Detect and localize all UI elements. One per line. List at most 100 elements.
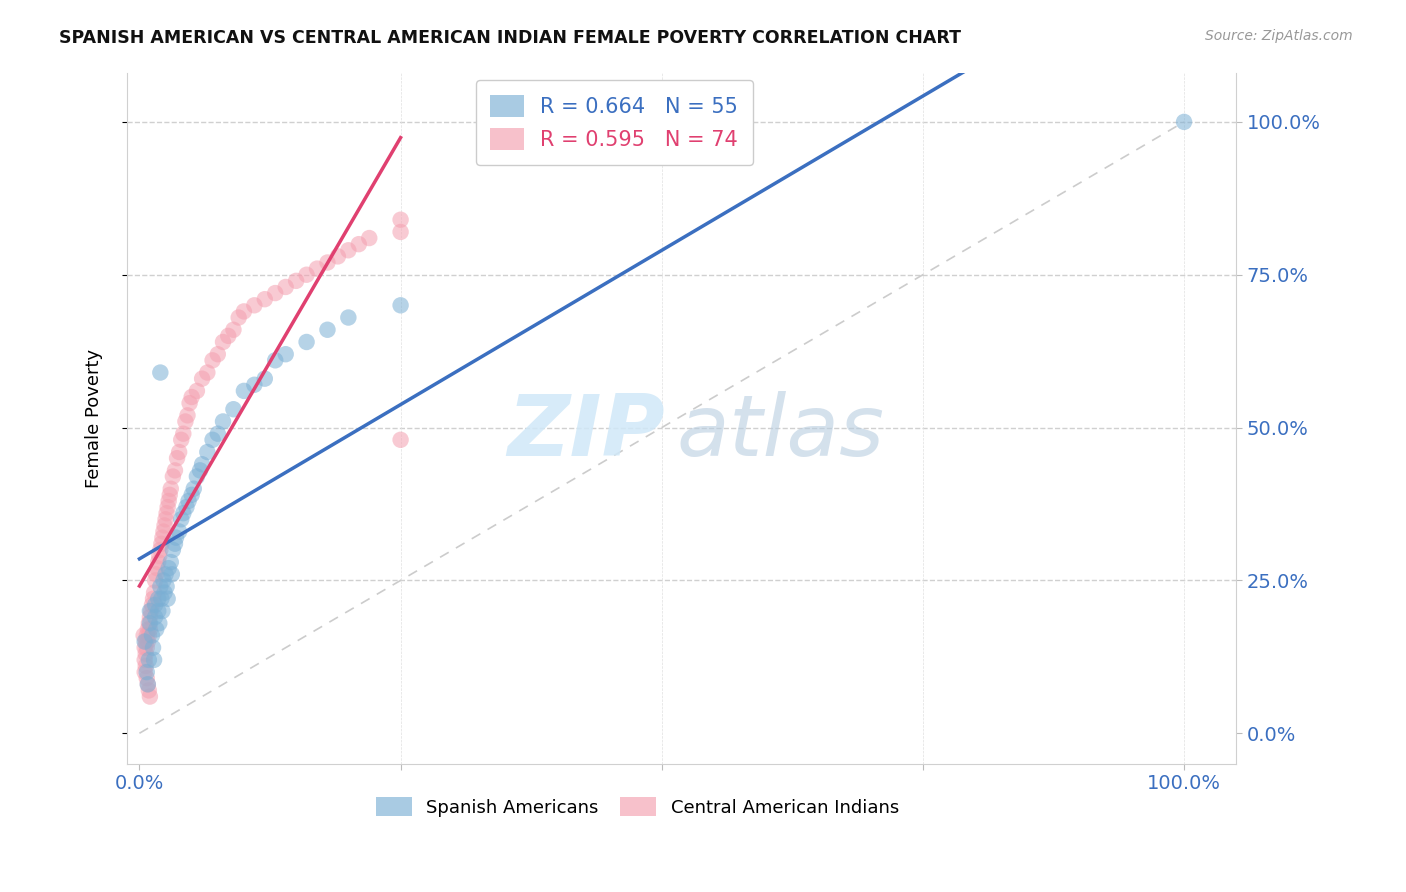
Point <box>179 396 201 410</box>
Point <box>228 310 250 325</box>
Point <box>347 237 370 252</box>
Point <box>167 445 190 459</box>
Point <box>232 304 254 318</box>
Point <box>326 249 349 263</box>
Point <box>207 347 229 361</box>
Point <box>172 506 194 520</box>
Point <box>274 280 297 294</box>
Point <box>143 610 166 624</box>
Point <box>155 567 177 582</box>
Point <box>212 414 235 428</box>
Point <box>138 628 160 642</box>
Point <box>156 500 179 514</box>
Point <box>157 494 180 508</box>
Point <box>135 647 157 661</box>
Point <box>150 591 173 606</box>
Point <box>243 298 266 312</box>
Point <box>170 512 193 526</box>
Point <box>135 628 157 642</box>
Point <box>155 506 177 520</box>
Point <box>295 334 318 349</box>
Point <box>1173 115 1195 129</box>
Point <box>274 347 297 361</box>
Point <box>149 366 172 380</box>
Point <box>141 628 163 642</box>
Point <box>139 604 162 618</box>
Point <box>149 542 172 557</box>
Point <box>253 292 276 306</box>
Y-axis label: Female Poverty: Female Poverty <box>86 349 103 488</box>
Point <box>337 244 360 258</box>
Point <box>136 677 159 691</box>
Point <box>159 482 181 496</box>
Point <box>222 323 245 337</box>
Point <box>139 616 162 631</box>
Point <box>337 310 360 325</box>
Point <box>232 384 254 398</box>
Point <box>359 231 381 245</box>
Legend: Spanish Americans, Central American Indians: Spanish Americans, Central American Indi… <box>368 790 905 824</box>
Point <box>389 212 412 227</box>
Point <box>138 653 160 667</box>
Point <box>153 585 176 599</box>
Point <box>176 500 198 514</box>
Point <box>160 567 183 582</box>
Point <box>264 353 287 368</box>
Point <box>139 690 162 704</box>
Point <box>166 451 188 466</box>
Point <box>139 623 162 637</box>
Point <box>167 524 190 539</box>
Point <box>145 567 167 582</box>
Point <box>157 561 180 575</box>
Point <box>143 653 166 667</box>
Point <box>316 255 339 269</box>
Point <box>212 334 235 349</box>
Point <box>134 634 156 648</box>
Point <box>159 488 181 502</box>
Point <box>172 426 194 441</box>
Point <box>163 463 186 477</box>
Point <box>217 329 239 343</box>
Point <box>165 531 187 545</box>
Point <box>159 555 181 569</box>
Point <box>183 482 205 496</box>
Point <box>141 598 163 612</box>
Point <box>136 677 159 691</box>
Point <box>180 488 202 502</box>
Point <box>174 414 197 428</box>
Point <box>135 659 157 673</box>
Point <box>135 640 157 655</box>
Point <box>149 580 172 594</box>
Point <box>195 445 218 459</box>
Point <box>389 225 412 239</box>
Point <box>222 402 245 417</box>
Point <box>135 634 157 648</box>
Text: atlas: atlas <box>676 391 884 474</box>
Point <box>152 574 174 588</box>
Point <box>148 555 170 569</box>
Point <box>148 616 170 631</box>
Point <box>253 372 276 386</box>
Point <box>186 469 208 483</box>
Point <box>153 518 176 533</box>
Point <box>134 665 156 679</box>
Point <box>155 512 177 526</box>
Point <box>180 390 202 404</box>
Point <box>138 616 160 631</box>
Point <box>142 640 165 655</box>
Point <box>155 580 177 594</box>
Text: SPANISH AMERICAN VS CENTRAL AMERICAN INDIAN FEMALE POVERTY CORRELATION CHART: SPANISH AMERICAN VS CENTRAL AMERICAN IND… <box>59 29 962 46</box>
Point <box>142 591 165 606</box>
Point <box>145 623 167 637</box>
Point <box>148 549 170 563</box>
Point <box>143 585 166 599</box>
Point <box>170 433 193 447</box>
Point <box>316 323 339 337</box>
Point <box>162 469 184 483</box>
Point <box>134 640 156 655</box>
Point <box>177 494 200 508</box>
Point <box>201 433 224 447</box>
Point <box>285 274 308 288</box>
Point <box>389 433 412 447</box>
Point <box>191 372 214 386</box>
